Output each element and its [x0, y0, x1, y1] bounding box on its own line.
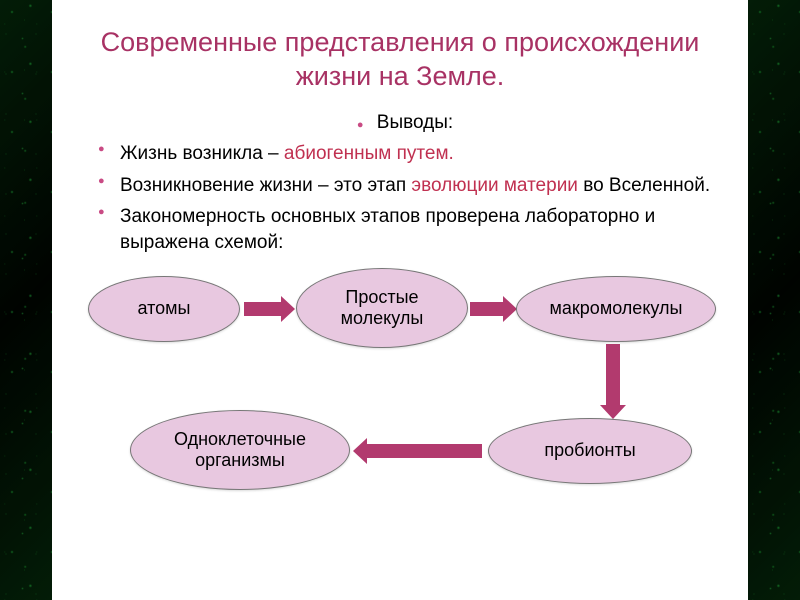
- bullet-list: Выводы: Жизнь возникла – абиогенным путе…: [80, 110, 720, 256]
- slide-title: Современные представления о происхождени…: [80, 26, 720, 94]
- slide-content: Современные представления о происхождени…: [52, 0, 748, 600]
- bullet-highlight: абиогенным путем.: [284, 143, 454, 164]
- node-label: макромолекулы: [550, 298, 683, 319]
- node-label: пробионты: [544, 440, 635, 461]
- flowchart: атомы Простыемолекулы макромолекулы проб…: [80, 268, 720, 508]
- node-probionts: пробионты: [488, 418, 692, 484]
- bullet-text: Закономерность основных этапов проверена…: [120, 206, 655, 253]
- arrow-molecules-to-macro: [470, 296, 514, 322]
- node-unicellular: Одноклеточныеорганизмы: [130, 410, 350, 490]
- bullet-highlight: эволюции материи: [411, 175, 578, 196]
- node-macromolecules: макромолекулы: [516, 276, 716, 342]
- bullet-pre: Возникновение жизни – это этап: [120, 175, 411, 196]
- arrow-atoms-to-molecules: [244, 296, 292, 322]
- node-atoms: атомы: [88, 276, 240, 342]
- bullet-scheme: Закономерность основных этапов проверена…: [90, 204, 720, 255]
- node-label: атомы: [138, 298, 191, 319]
- decorative-border-right: [748, 0, 800, 600]
- node-label: Простыемолекулы: [341, 287, 424, 328]
- decorative-border-left: [0, 0, 52, 600]
- node-label: Одноклеточныеорганизмы: [174, 429, 306, 470]
- bullet-text: Выводы:: [377, 112, 453, 133]
- arrow-macro-to-probionts: [600, 344, 626, 416]
- bullet-post: во Вселенной.: [578, 175, 710, 196]
- node-simple-molecules: Простыемолекулы: [296, 268, 468, 348]
- arrow-probionts-to-unicellular: [356, 438, 482, 464]
- bullet-pre: Жизнь возникла –: [120, 143, 284, 164]
- bullet-evolution: Возникновение жизни – это этап эволюции …: [90, 173, 720, 199]
- bullet-conclusions: Выводы:: [90, 110, 720, 136]
- bullet-abiogenic: Жизнь возникла – абиогенным путем.: [90, 141, 720, 167]
